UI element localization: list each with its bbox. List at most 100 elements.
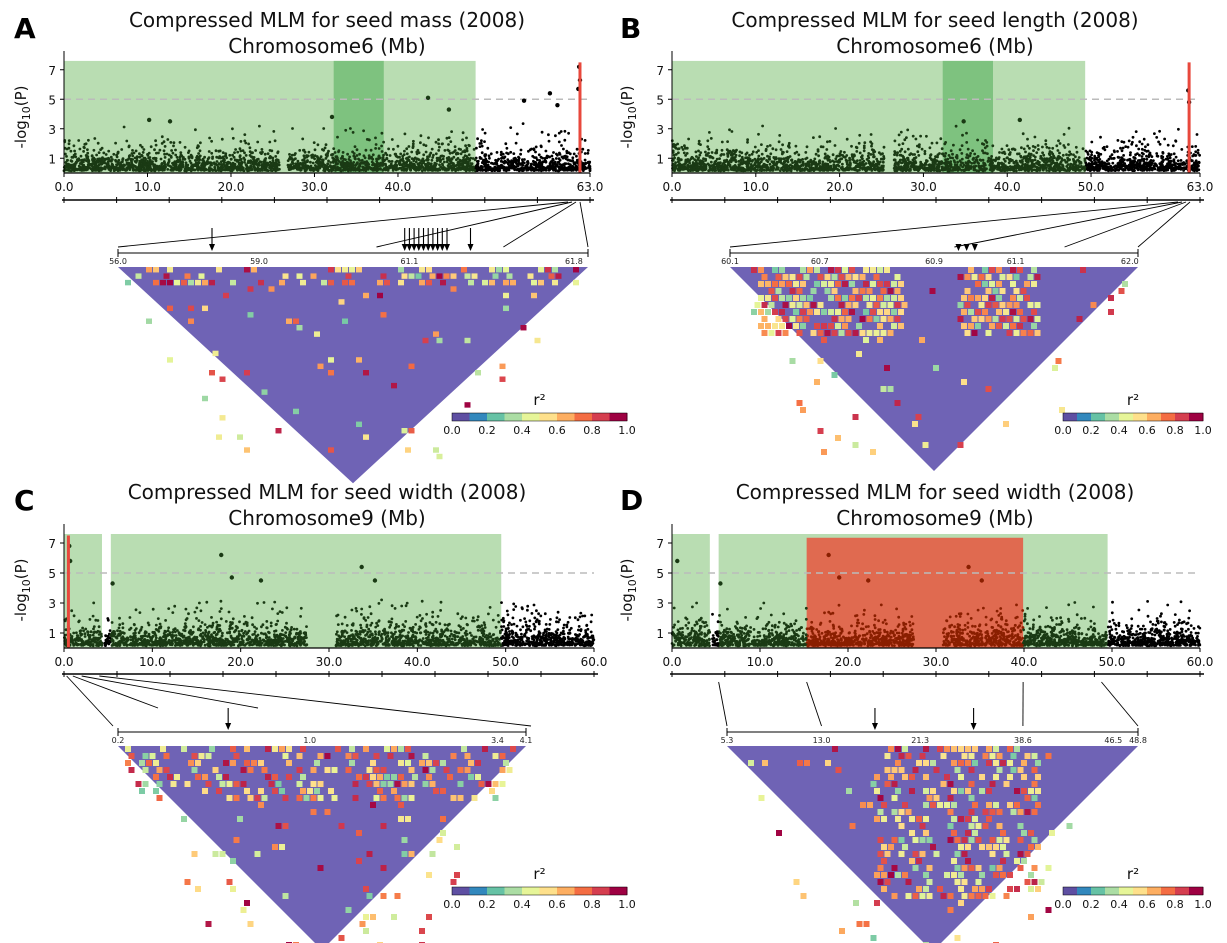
snp-point: [1098, 158, 1102, 161]
snp-point: [534, 145, 538, 149]
snp-point: [406, 164, 410, 168]
snp-point: [407, 145, 411, 148]
snp-point: [972, 161, 976, 165]
snp-point: [495, 159, 498, 163]
snp-point: [777, 140, 781, 144]
snp-point: [447, 136, 451, 140]
snp-point: [215, 155, 219, 159]
snp-point: [321, 162, 324, 166]
snp-point: [418, 167, 422, 171]
snp-point: [1135, 144, 1138, 148]
snp-point: [231, 153, 235, 157]
ld-cell: [436, 273, 443, 279]
snp-point: [208, 136, 212, 140]
snp-point: [160, 135, 164, 139]
snp-point: [1197, 161, 1201, 165]
snp-point: [507, 162, 510, 166]
snp-point: [532, 147, 536, 151]
snp-point: [761, 124, 764, 128]
snp-point: [1116, 139, 1120, 142]
ld-cell: [163, 273, 170, 279]
snp-point: [863, 141, 867, 145]
snp-arrow-head: [467, 244, 474, 251]
snp-point: [187, 156, 191, 160]
snp-point: [901, 161, 904, 165]
snp-point: [917, 145, 921, 149]
snp-point: [241, 149, 245, 153]
ld-cell: [429, 273, 436, 279]
snp-point: [358, 152, 361, 156]
snp-point: [507, 168, 511, 172]
snp-point: [1107, 162, 1111, 166]
snp-point: [711, 156, 715, 160]
snp-point: [539, 144, 543, 148]
snp-point: [399, 152, 403, 156]
snp-point: [233, 162, 237, 166]
snp-point: [765, 159, 768, 162]
snp-point: [483, 153, 487, 157]
snp-point: [1160, 160, 1164, 164]
snp-point: [815, 166, 819, 170]
snp-point: [1032, 168, 1036, 172]
y-tick-label: 7: [48, 64, 56, 78]
snp-point: [480, 139, 483, 143]
snp-point: [858, 133, 862, 137]
snp-point: [131, 154, 135, 158]
snp-point: [181, 157, 185, 161]
snp-point: [456, 157, 460, 160]
snp-point: [952, 168, 955, 172]
snp-point: [78, 147, 82, 151]
snp-point: [549, 160, 553, 164]
snp-point: [1024, 155, 1028, 159]
snp-point: [244, 141, 248, 145]
snp-point: [130, 152, 134, 155]
snp-point: [1099, 135, 1102, 139]
snp-point: [244, 154, 248, 157]
ld-cell: [552, 279, 558, 286]
peak-point: [555, 102, 560, 108]
snp-point: [1008, 151, 1012, 154]
snp-point: [260, 148, 264, 151]
snp-point: [138, 155, 142, 159]
snp-point: [743, 160, 747, 164]
snp-point: [709, 137, 713, 140]
snp-point: [951, 152, 954, 156]
snp-point: [64, 161, 68, 164]
x-tick-label: 63.0: [577, 180, 604, 194]
snp-point: [459, 168, 463, 171]
snp-point: [91, 162, 95, 166]
snp-point: [91, 157, 94, 161]
snp-point: [416, 157, 419, 161]
snp-point: [256, 140, 260, 144]
snp-point: [898, 160, 901, 164]
ld-cell: [377, 292, 383, 299]
snp-point: [534, 150, 537, 154]
snp-point: [174, 153, 178, 157]
snp-point: [82, 167, 86, 171]
ld-cell: [405, 447, 411, 453]
ld-cell: [251, 267, 257, 273]
snp-point: [1177, 127, 1180, 131]
snp-point: [208, 168, 211, 171]
snp-point: [768, 168, 772, 172]
snp-point: [224, 152, 228, 156]
snp-point: [485, 163, 489, 167]
snp-point: [437, 142, 440, 146]
snp-point: [737, 165, 741, 169]
snp-point: [354, 168, 357, 172]
snp-point: [377, 155, 381, 159]
snp-point: [906, 156, 910, 160]
snp-point: [550, 154, 554, 158]
snp-point: [381, 156, 385, 160]
snp-point: [906, 128, 910, 132]
snp-point: [169, 156, 173, 159]
snp-point: [535, 158, 539, 162]
snp-point: [1047, 146, 1051, 150]
ld-cell: [296, 273, 303, 279]
snp-point: [96, 141, 100, 145]
ld-cell: [223, 292, 229, 299]
snp-point: [929, 153, 933, 157]
snp-point: [89, 167, 93, 171]
snp-point: [116, 169, 120, 173]
snp-point: [941, 152, 944, 156]
